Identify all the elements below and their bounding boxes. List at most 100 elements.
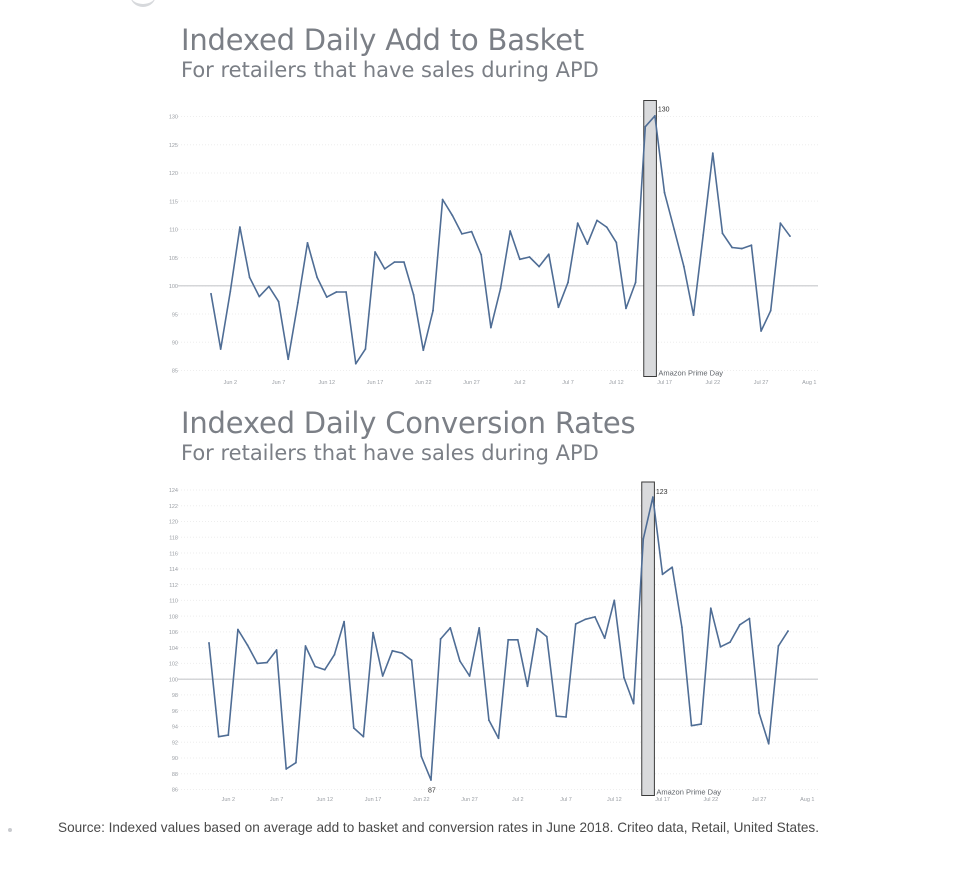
y-tick-label: 98	[172, 693, 178, 699]
x-tick-label: Jul 7	[562, 380, 574, 386]
data-point	[275, 649, 278, 651]
data-point	[372, 631, 374, 634]
data-point	[625, 307, 627, 310]
prime-day-label: Amazon Prime Day	[658, 369, 723, 378]
data-point	[294, 761, 297, 764]
data-point	[470, 230, 473, 233]
y-tick-label: 108	[169, 614, 178, 620]
data-point	[333, 653, 336, 656]
x-tick-label: Jul 12	[607, 797, 622, 803]
y-tick-label: 105	[169, 256, 178, 262]
data-point	[393, 261, 396, 264]
data-point	[740, 247, 743, 250]
data-point	[374, 251, 376, 253]
data-point	[642, 537, 645, 540]
data-point	[779, 222, 782, 225]
x-tick-label: Jul 22	[705, 380, 720, 386]
data-point	[661, 573, 664, 576]
y-tick-label: 116	[169, 551, 178, 557]
data-point	[671, 566, 674, 569]
data-point	[412, 293, 415, 296]
y-tick-label: 92	[172, 740, 178, 746]
data-point	[343, 620, 345, 623]
data-point	[700, 723, 703, 725]
x-tick-label: Jul 22	[703, 797, 718, 803]
data-point	[439, 638, 442, 640]
data-point	[362, 735, 365, 738]
prime-day-band	[641, 481, 655, 796]
data-point	[729, 641, 731, 644]
chart2-title: Indexed Daily Conversion Rates	[181, 406, 636, 440]
y-tick-label: 112	[169, 583, 178, 589]
data-point	[210, 292, 212, 295]
data-point	[478, 627, 481, 629]
data-point	[528, 256, 531, 258]
x-tick-label: Jun 2	[222, 797, 235, 803]
data-point	[323, 668, 326, 671]
data-point	[673, 228, 676, 231]
data-point	[296, 301, 299, 304]
data-point	[758, 712, 760, 714]
data-point	[352, 727, 355, 729]
data-point	[632, 702, 635, 705]
data-point	[738, 623, 741, 626]
data-point	[711, 152, 714, 155]
data-point	[721, 232, 724, 235]
data-point	[586, 243, 589, 245]
data-point	[565, 716, 567, 718]
y-tick-label: 85	[172, 369, 178, 375]
prime-day-label: Amazon Prime Day	[656, 788, 721, 797]
data-point	[663, 191, 666, 194]
data-point	[354, 362, 357, 365]
y-tick-label: 102	[169, 662, 178, 668]
y-tick-label: 122	[169, 504, 178, 510]
data-point	[748, 617, 751, 620]
data-point	[391, 649, 394, 652]
data-point	[306, 242, 309, 244]
data-point	[690, 724, 693, 727]
data-point	[480, 253, 483, 256]
chart1-title: Indexed Daily Add to Basket	[181, 23, 585, 57]
x-tick-label: Jun 27	[461, 797, 478, 803]
data-point	[603, 637, 606, 640]
data-point	[516, 638, 519, 641]
data-point	[526, 685, 529, 688]
y-tick-label: 120	[169, 520, 178, 526]
y-tick-label: 86	[172, 788, 178, 794]
data-point	[401, 652, 403, 655]
x-tick-label: Jun 22	[413, 797, 430, 803]
data-point	[316, 276, 319, 279]
data-point	[787, 630, 789, 632]
y-tick-label: 110	[169, 599, 178, 605]
data-point	[536, 627, 538, 630]
data-point	[497, 737, 500, 740]
data-point	[709, 607, 712, 610]
y-tick-label: 110	[169, 228, 178, 234]
data-point	[767, 742, 770, 745]
decorative-arc	[130, 0, 156, 7]
data-point	[441, 198, 444, 201]
chart2-subtitle: For retailers that have sales during APD	[181, 441, 599, 465]
y-tick-label: 115	[169, 199, 178, 205]
x-tick-label: Aug 1	[802, 380, 816, 386]
x-tick-label: Jun 22	[415, 380, 432, 386]
data-point	[383, 268, 386, 270]
data-point	[789, 235, 791, 238]
y-tick-label: 130	[169, 115, 178, 121]
y-tick-label: 90	[172, 340, 178, 346]
data-point	[596, 219, 598, 222]
data-point	[489, 326, 492, 329]
data-point	[364, 348, 367, 350]
data-point	[750, 244, 753, 247]
y-tick-label: 100	[169, 284, 178, 290]
x-tick-label: Aug 1	[800, 797, 814, 803]
data-point	[652, 496, 654, 498]
y-tick-label: 106	[169, 630, 178, 636]
data-point	[719, 645, 722, 648]
y-tick-label: 95	[172, 312, 178, 318]
x-tick-label: Jul 12	[609, 380, 624, 386]
data-point	[777, 645, 780, 647]
y-tick-label: 100	[169, 677, 178, 683]
data-point	[461, 233, 463, 235]
data-point	[287, 358, 290, 361]
